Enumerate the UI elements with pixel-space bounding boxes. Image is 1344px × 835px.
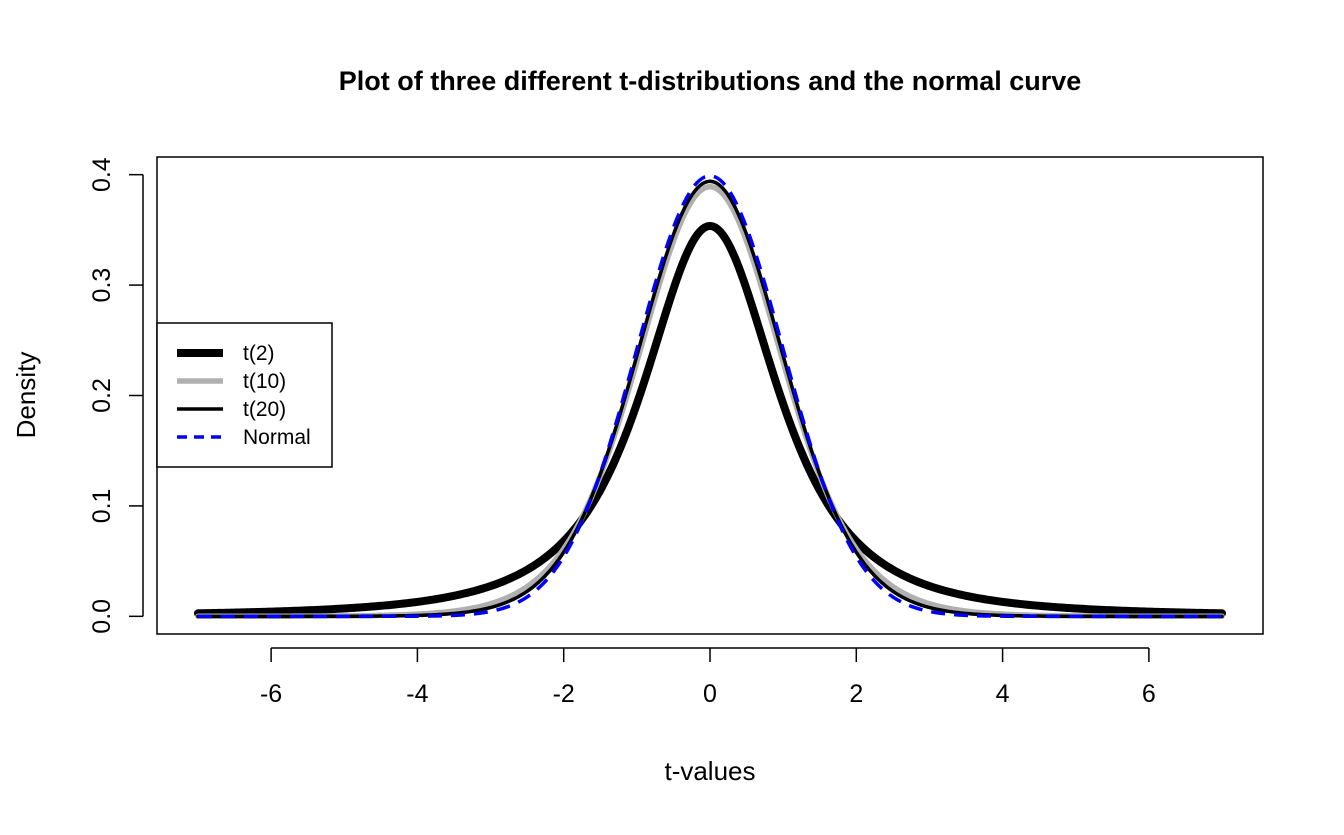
x-tick-label: -6 — [260, 680, 282, 708]
y-axis-label: Density — [11, 352, 41, 439]
legend-label: t(20) — [243, 398, 286, 421]
y-tick-label: 0.0 — [88, 599, 116, 634]
series-line-t20 — [196, 179, 1224, 619]
y-tick-label: 0.3 — [88, 268, 116, 303]
legend-label: t(2) — [243, 342, 275, 365]
x-tick-label: 6 — [1142, 680, 1156, 708]
y-tick-label: 0.1 — [88, 489, 116, 524]
legend-box — [156, 322, 333, 468]
series-layer — [193, 174, 1227, 620]
x-tick-label: 4 — [996, 680, 1010, 708]
series-line-normal — [197, 174, 1223, 619]
x-axis: -6 -4 -2 0 2 4 6 — [260, 647, 1156, 708]
x-tick-label: 0 — [703, 680, 717, 708]
y-axis: 0.0 0.1 0.2 0.3 0.4 — [88, 157, 144, 634]
legend: t(2) t(10) t(20) Normal — [156, 322, 333, 468]
y-tick-label: 0.2 — [88, 378, 116, 413]
y-tick-label: 0.4 — [88, 157, 116, 192]
x-axis-label: t-values — [664, 756, 755, 786]
x-tick-label: -4 — [406, 680, 428, 708]
chart-title: Plot of three different t-distributions … — [339, 66, 1082, 96]
legend-label: Normal — [243, 426, 311, 449]
x-tick-label: -2 — [553, 680, 575, 708]
legend-label: t(10) — [243, 370, 286, 393]
series-line-t2 — [193, 221, 1227, 618]
x-tick-label: 2 — [849, 680, 863, 708]
series-line-t10 — [195, 183, 1225, 620]
